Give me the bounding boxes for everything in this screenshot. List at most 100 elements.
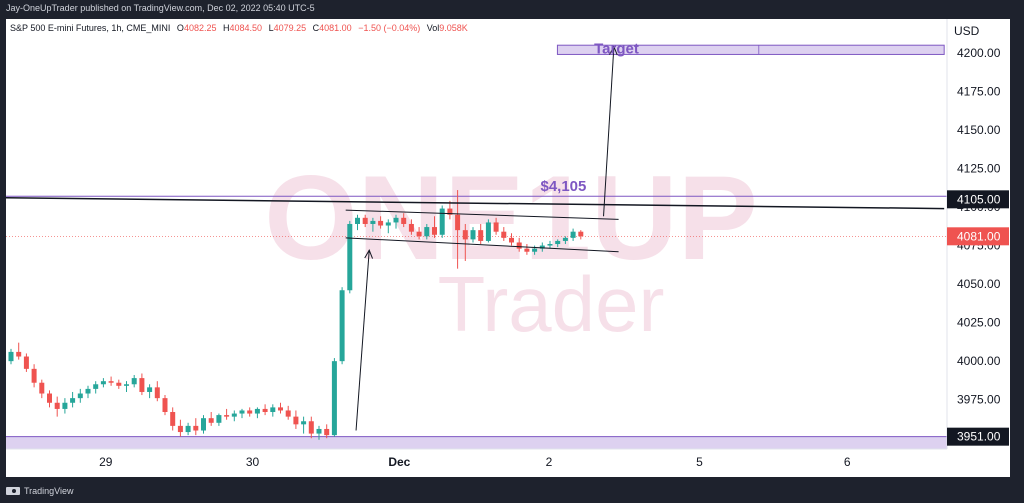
candle — [162, 395, 168, 416]
candle-body — [416, 231, 422, 237]
candle — [100, 378, 106, 388]
candle — [47, 390, 52, 408]
candle — [308, 416, 314, 439]
legend-close: 4081.00 — [319, 23, 352, 33]
candle-body — [100, 381, 106, 385]
candle — [347, 220, 353, 294]
candle — [378, 216, 384, 229]
candle-body — [378, 220, 384, 226]
arrow-head — [364, 249, 374, 259]
candle — [278, 402, 283, 414]
candle-body — [131, 378, 137, 385]
publisher-line: Jay-OneUpTrader published on TradingView… — [6, 3, 315, 13]
last-price-badge-label: 4081.00 — [957, 229, 1001, 243]
candle-body — [470, 230, 476, 240]
time-tick: 5 — [696, 455, 703, 469]
candle-body — [308, 421, 314, 434]
level-badge-4105-label: 4105.00 — [957, 192, 1001, 206]
trendlines-layer — [5, 197, 945, 253]
candle-body — [154, 387, 160, 399]
legend-change: −1.50 (−0.04%) — [358, 23, 420, 33]
candle-body — [539, 245, 545, 249]
time-axis[interactable]: 29 30 Dec 2 5 6 — [99, 455, 851, 469]
candle — [478, 223, 484, 245]
last-price-badge-bg — [947, 227, 1009, 246]
candle-body — [478, 230, 484, 241]
level-badge-4105: 4105.00 — [947, 190, 1009, 209]
candle — [208, 412, 214, 426]
candle — [239, 408, 245, 419]
candle-body — [31, 368, 37, 383]
time-tick: 6 — [844, 455, 851, 469]
candle — [262, 404, 268, 416]
candle-body — [447, 208, 453, 215]
candle-body — [485, 222, 491, 241]
chart-svg[interactable]: ONE1UP Trader Target $4,105 S&P 500 E-mi… — [5, 19, 1010, 477]
candle — [416, 227, 422, 240]
candle-body — [285, 410, 291, 417]
candle — [370, 217, 376, 232]
candle-body — [331, 361, 337, 436]
candle-body — [516, 242, 522, 249]
price-tick: 4150.00 — [957, 123, 1001, 137]
legend-high: 4084.50 — [230, 23, 263, 33]
legend-close-label: C — [313, 23, 320, 33]
candle-body — [23, 356, 29, 369]
candle-body — [77, 393, 83, 399]
candle-body — [362, 217, 368, 224]
chart-area[interactable]: ONE1UP Trader Target $4,105 S&P 500 E-mi… — [5, 19, 1010, 477]
candle — [516, 237, 522, 252]
candle — [247, 407, 253, 417]
candle-body — [208, 418, 214, 423]
candle-body — [170, 412, 176, 426]
arrows-layer — [355, 45, 618, 431]
candle — [501, 227, 507, 241]
candle — [570, 228, 576, 241]
candle-body — [162, 398, 168, 413]
candle-body — [547, 244, 553, 246]
candle — [301, 416, 307, 434]
legend-low: 4079.25 — [274, 23, 307, 33]
candle-body — [124, 384, 129, 386]
price-tick: 4125.00 — [957, 161, 1001, 175]
level-badge-3951-bg — [947, 427, 1009, 446]
candle-body — [293, 416, 299, 425]
candle — [31, 364, 37, 388]
candle-body — [578, 231, 584, 237]
candle-body — [177, 425, 183, 433]
candle — [254, 407, 260, 419]
candle-body — [270, 407, 276, 413]
candle — [131, 375, 137, 388]
candle — [93, 381, 99, 394]
candle — [331, 358, 337, 437]
candle-body — [93, 384, 99, 389]
target-zone — [556, 44, 945, 55]
candle-body — [201, 418, 206, 431]
candle-body — [254, 408, 260, 414]
legend-low-label: L — [269, 23, 274, 33]
candle-body — [108, 381, 114, 383]
candle — [108, 376, 114, 386]
support-zone — [6, 436, 947, 449]
arrow-head — [609, 45, 618, 56]
arrow-shaft — [355, 250, 370, 431]
candle-body — [439, 208, 445, 235]
candle — [485, 219, 491, 243]
candle-body — [316, 428, 322, 434]
candle-body — [501, 231, 507, 238]
candle-body — [8, 351, 14, 362]
candle-body — [224, 415, 230, 417]
candle — [224, 408, 230, 420]
time-tick: 30 — [246, 455, 260, 469]
watermark-line2: Trader — [438, 260, 665, 348]
candle-body — [239, 410, 245, 414]
legend-vol: 9.058K — [439, 23, 468, 33]
legend-symbol: S&P 500 E-mini Futures, 1h, CME_MINI — [10, 23, 170, 33]
candle-body — [216, 415, 222, 423]
candle — [216, 413, 222, 426]
candle-body — [455, 214, 461, 231]
candle — [462, 223, 468, 261]
candle-body — [139, 378, 145, 392]
legend-open-label: O — [177, 23, 184, 33]
candle-body — [493, 222, 499, 232]
